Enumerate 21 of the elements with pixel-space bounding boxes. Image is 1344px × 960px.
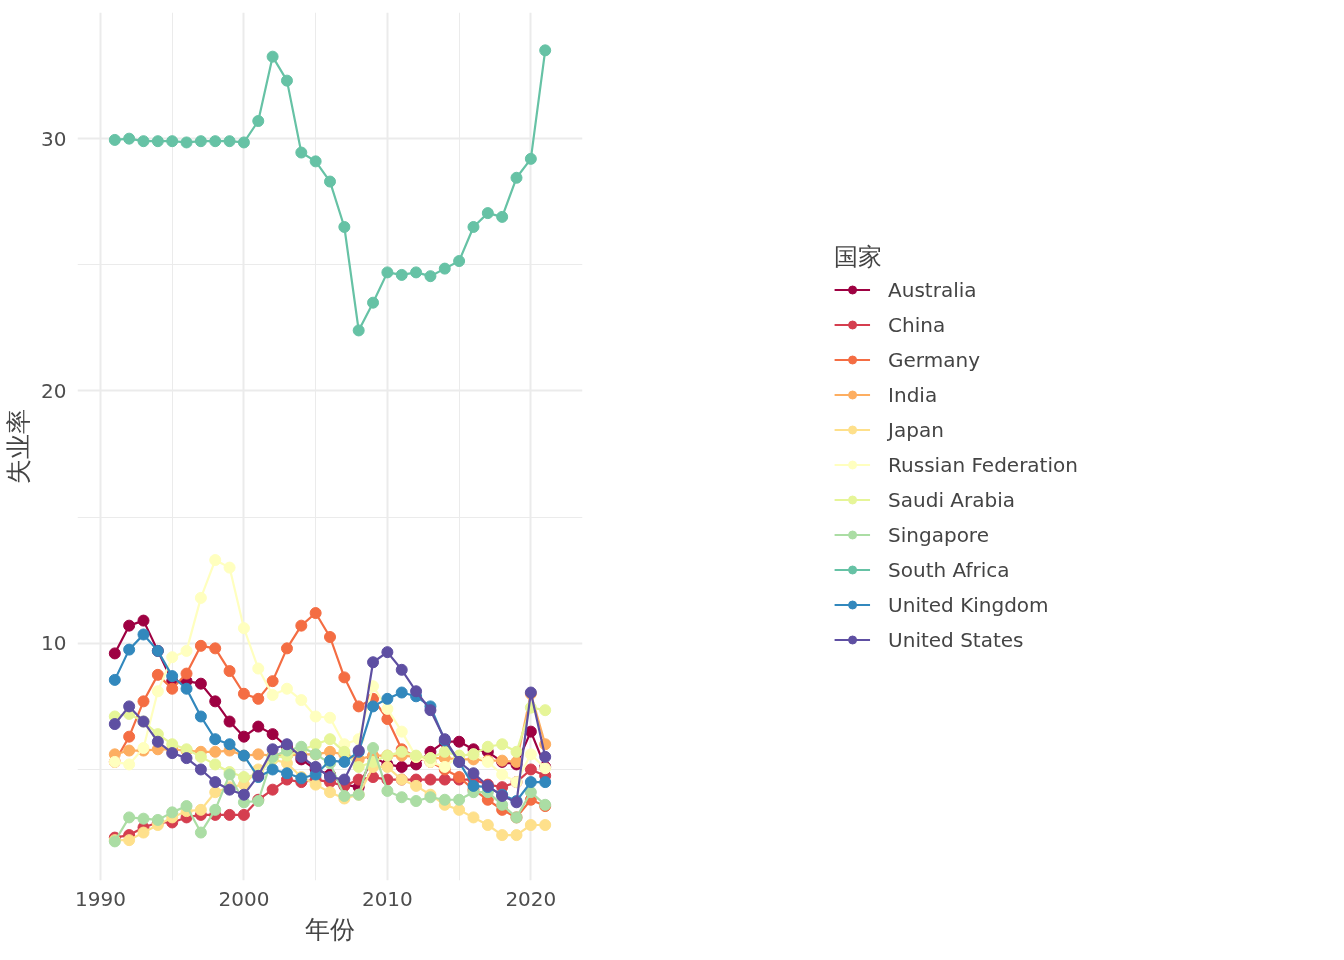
legend-label: Germany <box>888 347 980 372</box>
legend-label: South Africa <box>888 557 1010 582</box>
legend-label: China <box>888 312 946 337</box>
legend-label: India <box>888 382 938 407</box>
x-axis-title: 年份 <box>305 913 355 944</box>
legend-label: Australia <box>888 277 977 302</box>
x-tick-label: 1990 <box>75 886 126 911</box>
legend-label: Japan <box>888 417 944 442</box>
legend-label: Russian Federation <box>888 452 1078 477</box>
y-tick-label: 30 <box>41 126 67 151</box>
legend-label: Saudi Arabia <box>888 487 1015 512</box>
legend-label: United Kingdom <box>888 592 1049 617</box>
x-tick-label: 2000 <box>218 886 270 911</box>
legend-title: 国家 <box>834 241 884 273</box>
x-tick-label: 2020 <box>505 886 557 911</box>
legend-label: Singapore <box>888 522 989 547</box>
legend-label: United States <box>888 627 1024 652</box>
y-tick-label: 20 <box>41 378 67 403</box>
x-tick-label: 2010 <box>361 886 413 911</box>
y-tick-label: 10 <box>41 631 67 656</box>
y-axis-title: 失业率 <box>3 409 34 484</box>
